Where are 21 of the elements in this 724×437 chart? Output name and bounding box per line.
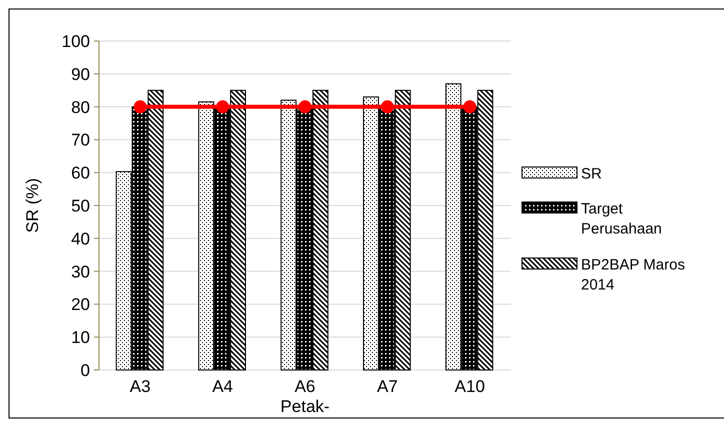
legend-label: Target Perusahaan xyxy=(581,200,662,238)
legend-label: BP2BAP Maros 2014 xyxy=(581,256,685,294)
x-tick-label: A6 xyxy=(294,377,316,396)
x-tick-label: A10 xyxy=(454,377,485,396)
y-tick-label: 30 xyxy=(71,262,90,282)
y-tick-label: 10 xyxy=(71,328,90,348)
y-tick-label: 90 xyxy=(71,64,90,84)
x-tick-label: A7 xyxy=(377,377,398,396)
y-tick-label: 100 xyxy=(62,32,90,51)
x-tick-label: A4 xyxy=(212,377,233,396)
y-tick-label: 0 xyxy=(80,360,90,380)
y-tick-label: 40 xyxy=(71,229,90,248)
x-axis-title: Petak- xyxy=(280,397,330,416)
y-tick-label: 80 xyxy=(71,98,90,117)
y-tick-label: 50 xyxy=(71,196,90,216)
y-tick-label: 70 xyxy=(71,130,90,150)
legend-label: SR xyxy=(581,165,602,182)
y-axis-title: SR (%) xyxy=(23,178,42,233)
y-tick-label: 60 xyxy=(71,164,90,183)
x-tick-label: A3 xyxy=(130,377,151,396)
y-tick-label: 20 xyxy=(71,295,90,314)
